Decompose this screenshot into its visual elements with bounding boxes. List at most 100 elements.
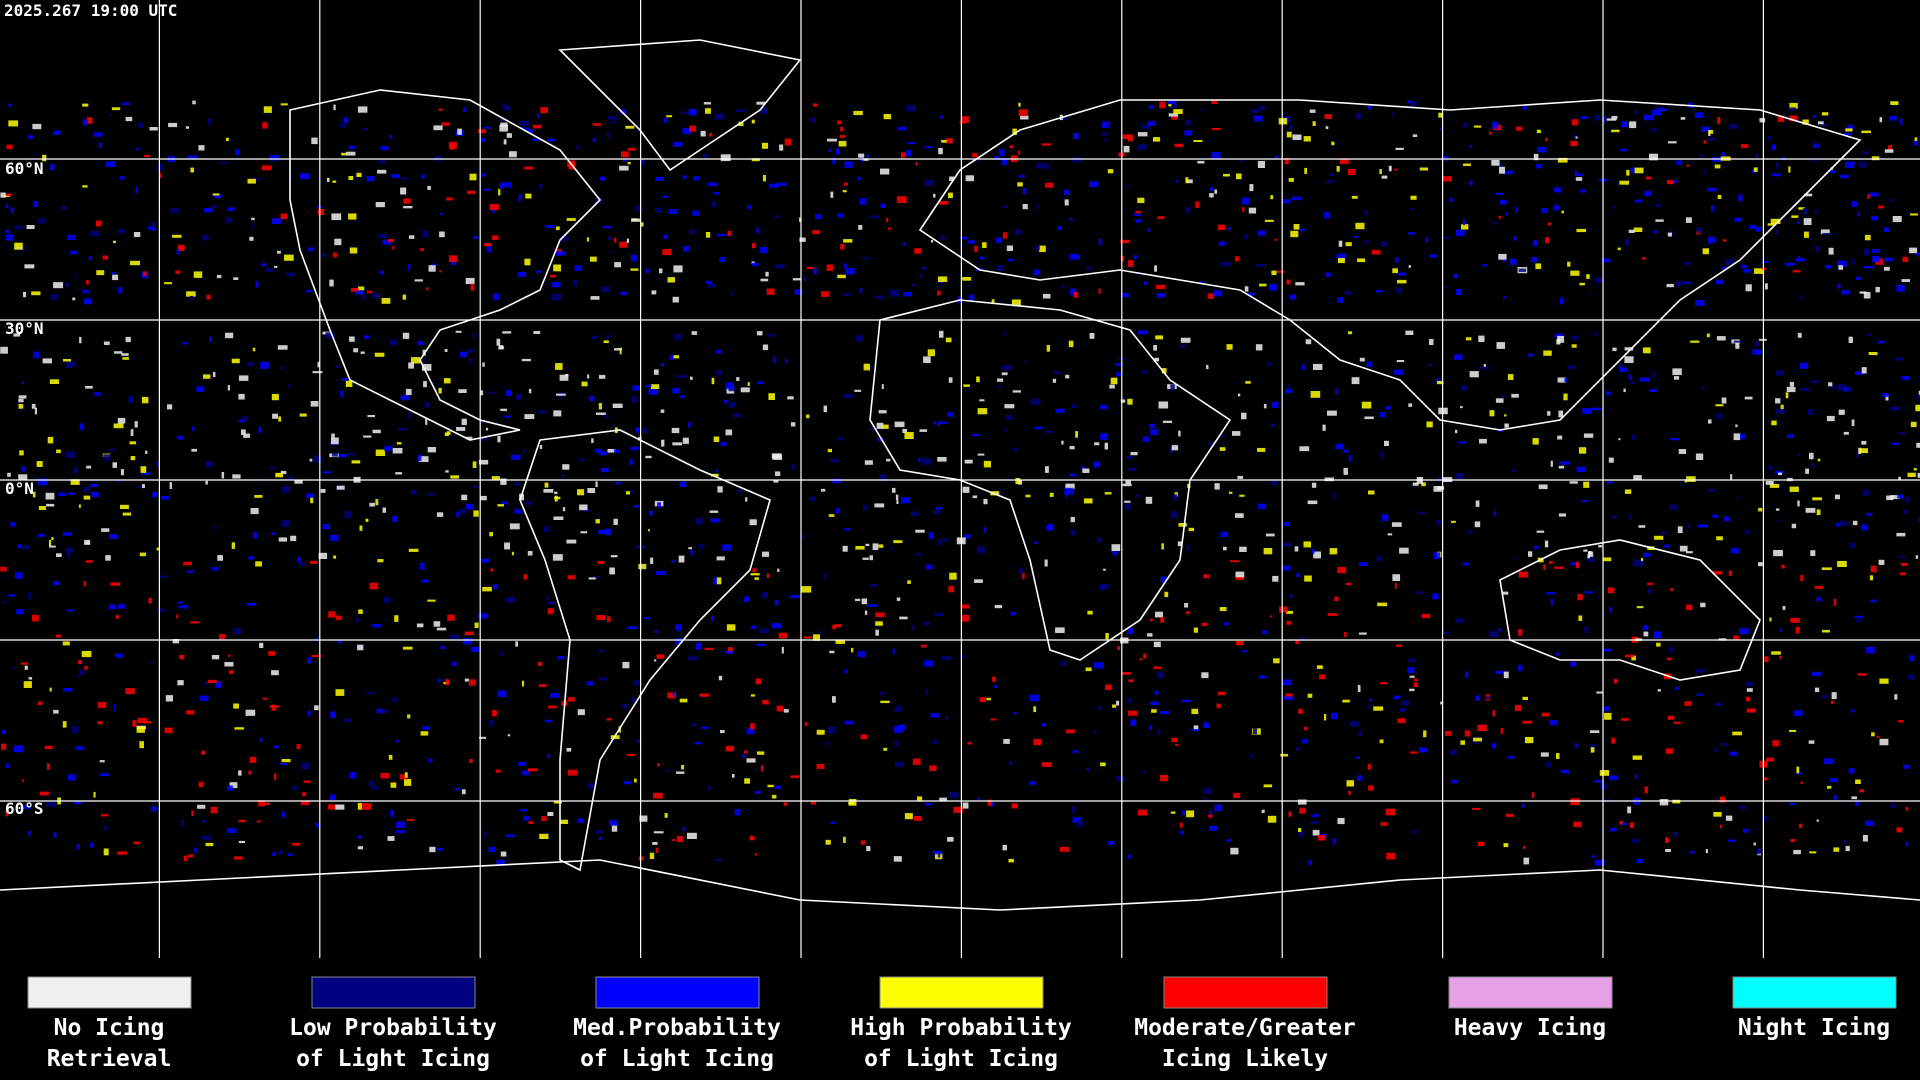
- icing-speck: [1087, 610, 1093, 615]
- icing-speck: [544, 225, 555, 228]
- icing-speck: [773, 480, 779, 483]
- icing-speck: [661, 363, 665, 367]
- icing-speck: [1327, 410, 1337, 416]
- icing-speck: [1570, 562, 1577, 566]
- icing-speck: [72, 297, 76, 301]
- icing-speck: [368, 780, 374, 787]
- icing-speck: [1298, 830, 1304, 837]
- icing-speck: [377, 160, 386, 164]
- icing-speck: [1327, 613, 1338, 616]
- icing-speck: [1098, 288, 1101, 294]
- icing-speck: [1184, 130, 1193, 136]
- icing-speck: [1274, 238, 1278, 241]
- icing-speck: [1751, 170, 1755, 174]
- icing-speck: [650, 384, 660, 389]
- icing-speck: [1556, 753, 1560, 759]
- icing-speck: [1606, 481, 1614, 484]
- icing-speck: [137, 122, 144, 128]
- icing-speck: [1268, 283, 1277, 291]
- icing-speck: [1782, 606, 1786, 610]
- icing-speck: [307, 710, 311, 717]
- icing-speck: [976, 376, 980, 383]
- latitude-label: 60°N: [5, 159, 44, 178]
- icing-speck: [917, 796, 923, 802]
- icing-speck: [1876, 735, 1880, 738]
- icing-speck: [390, 782, 397, 788]
- icing-speck: [53, 832, 57, 838]
- icing-speck: [906, 105, 916, 112]
- icing-speck: [528, 388, 532, 394]
- icing-speck: [615, 481, 621, 485]
- icing-speck: [566, 748, 572, 752]
- icing-speck: [1100, 433, 1109, 441]
- icing-speck: [925, 689, 928, 696]
- icing-speck: [631, 218, 641, 222]
- icing-speck: [832, 696, 836, 703]
- icing-speck: [1609, 828, 1617, 832]
- icing-speck: [94, 392, 101, 396]
- icing-speck: [710, 473, 719, 477]
- icing-speck: [657, 502, 661, 508]
- icing-speck: [1797, 453, 1801, 457]
- icing-speck: [1156, 293, 1166, 298]
- icing-speck: [1377, 602, 1388, 607]
- icing-speck: [592, 123, 602, 126]
- icing-speck: [1804, 193, 1813, 197]
- icing-speck: [1621, 121, 1628, 128]
- icing-speck: [478, 129, 486, 134]
- icing-speck: [149, 127, 158, 131]
- icing-speck: [14, 745, 24, 753]
- icing-speck: [1174, 143, 1184, 148]
- icing-speck: [1394, 582, 1397, 589]
- latitude-label: 0°N: [5, 479, 34, 498]
- icing-speck: [614, 262, 622, 268]
- icing-speck: [1024, 360, 1027, 364]
- icing-speck: [19, 450, 24, 456]
- icing-speck: [113, 351, 123, 354]
- icing-speck: [1770, 218, 1781, 224]
- icing-speck: [1101, 121, 1110, 129]
- icing-speck: [1112, 704, 1117, 708]
- icing-speck: [577, 709, 585, 716]
- icing-speck: [183, 561, 192, 566]
- icing-speck: [1575, 177, 1583, 181]
- icing-speck: [653, 831, 664, 834]
- icing-speck: [1465, 337, 1472, 341]
- icing-speck: [784, 138, 792, 146]
- icing-speck: [727, 230, 731, 237]
- icing-speck: [190, 621, 200, 624]
- icing-speck: [1071, 404, 1078, 409]
- icing-speck: [1086, 266, 1091, 272]
- icing-speck: [329, 794, 336, 801]
- icing-speck: [1036, 204, 1039, 209]
- icing-speck: [619, 241, 628, 248]
- icing-speck: [1721, 152, 1725, 157]
- icing-speck: [484, 243, 492, 247]
- icing-speck: [10, 522, 16, 527]
- icing-speck: [85, 542, 90, 545]
- icing-speck: [746, 758, 756, 763]
- icing-speck: [752, 242, 756, 249]
- icing-speck: [481, 173, 486, 177]
- icing-speck: [1790, 839, 1796, 842]
- icing-speck: [1722, 239, 1727, 242]
- icing-speck: [655, 207, 662, 213]
- icing-speck: [625, 125, 635, 129]
- icing-speck: [613, 237, 617, 243]
- icing-speck: [619, 109, 627, 115]
- icing-speck: [1326, 179, 1335, 184]
- icing-speck: [1485, 696, 1490, 700]
- icing-speck: [1044, 182, 1054, 188]
- icing-speck: [27, 135, 34, 139]
- icing-speck: [1905, 841, 1908, 847]
- icing-speck: [322, 524, 330, 530]
- icing-speck: [844, 669, 848, 674]
- icing-speck: [892, 648, 895, 655]
- icing-speck: [1501, 395, 1505, 398]
- icing-speck: [1388, 165, 1392, 172]
- icing-speck: [1689, 851, 1695, 854]
- icing-speck: [20, 466, 26, 472]
- icing-speck: [233, 856, 243, 860]
- icing-speck: [410, 489, 417, 495]
- icing-speck: [703, 102, 711, 105]
